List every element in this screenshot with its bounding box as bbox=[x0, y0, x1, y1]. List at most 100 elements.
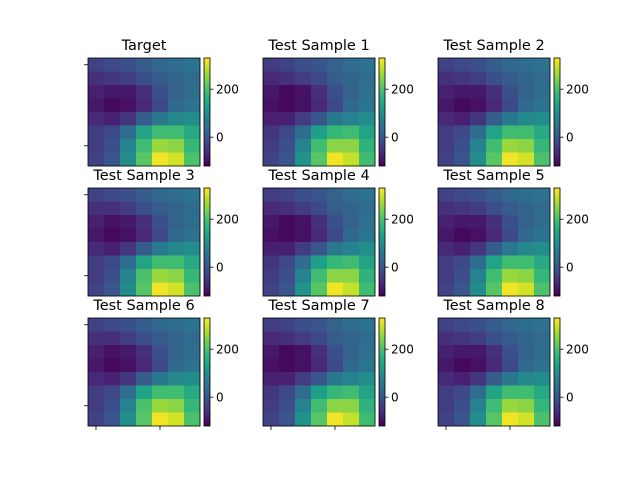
heatmap-cell bbox=[168, 85, 185, 99]
heatmap-cell bbox=[263, 188, 280, 202]
heatmap-cell bbox=[470, 125, 487, 140]
heatmap-cell bbox=[438, 372, 455, 386]
heatmap-cell bbox=[184, 188, 201, 202]
heatmap-cell bbox=[311, 152, 328, 167]
heatmap-cell bbox=[327, 242, 344, 256]
heatmap-cell bbox=[88, 125, 105, 140]
subplot-title: Test Sample 5 bbox=[442, 168, 544, 184]
heatmap-cell bbox=[486, 85, 503, 99]
heatmap-cell bbox=[359, 412, 376, 427]
heatmap-cell bbox=[486, 358, 503, 373]
colorbar-tick-label: 0 bbox=[391, 391, 399, 405]
heatmap-cell bbox=[359, 201, 376, 216]
heatmap-cell bbox=[359, 139, 376, 153]
heatmap-cell bbox=[518, 112, 535, 126]
heatmap-cell bbox=[359, 125, 376, 140]
heatmap-cell bbox=[518, 385, 535, 400]
heatmap-cell bbox=[327, 269, 344, 283]
heatmap-cell bbox=[486, 282, 503, 297]
heatmap-cell bbox=[136, 385, 153, 400]
heatmap-cell bbox=[120, 58, 137, 72]
heatmap-cell bbox=[279, 85, 296, 99]
heatmap-cell bbox=[359, 385, 376, 400]
heatmap-cell bbox=[168, 201, 185, 216]
heatmap-cell bbox=[502, 358, 519, 373]
heatmap-cell bbox=[279, 125, 296, 140]
heatmap-cell bbox=[327, 112, 344, 126]
heatmap-cell bbox=[263, 228, 280, 243]
heatmap-cell bbox=[454, 345, 471, 359]
heatmap-cell bbox=[502, 372, 519, 386]
heatmap-cell bbox=[295, 269, 312, 283]
heatmap-cell bbox=[502, 188, 519, 202]
subplot-title: Test Sample 8 bbox=[442, 298, 544, 314]
heatmap-cell bbox=[263, 71, 280, 86]
heatmap-cell bbox=[534, 282, 551, 297]
heatmap-cell bbox=[327, 98, 344, 113]
heatmap-cell bbox=[438, 385, 455, 400]
heatmap-cell bbox=[327, 85, 344, 99]
heatmap-cell bbox=[534, 112, 551, 126]
heatmap-cell bbox=[152, 139, 169, 153]
heatmap-cell bbox=[311, 242, 328, 256]
heatmap-cell bbox=[152, 112, 169, 126]
heatmap-cell bbox=[327, 372, 344, 386]
heatmap-cell bbox=[279, 399, 296, 413]
heatmap-cell bbox=[104, 228, 121, 243]
heatmap-cell bbox=[88, 385, 105, 400]
heatmap-cell bbox=[263, 139, 280, 153]
heatmap-cell bbox=[343, 255, 360, 270]
heatmap-cell bbox=[438, 125, 455, 140]
heatmap-cell bbox=[168, 125, 185, 140]
heatmap-cell bbox=[454, 412, 471, 427]
heatmap-cell bbox=[311, 385, 328, 400]
heatmap-cell bbox=[327, 152, 344, 167]
heatmap-cell bbox=[518, 255, 535, 270]
heatmap-cell bbox=[88, 331, 105, 346]
heatmap-cell bbox=[168, 255, 185, 270]
heatmap-cell bbox=[359, 215, 376, 229]
heatmap-cell bbox=[184, 215, 201, 229]
subplot-5: Test Sample 4 0 200 bbox=[262, 168, 414, 297]
heatmap-cell bbox=[263, 399, 280, 413]
heatmap-cell bbox=[486, 188, 503, 202]
heatmap-cell bbox=[470, 399, 487, 413]
heatmap-cell bbox=[184, 125, 201, 140]
heatmap-cell bbox=[136, 331, 153, 346]
heatmap-cell bbox=[120, 385, 137, 400]
heatmap-cell bbox=[311, 112, 328, 126]
colorbar-frame bbox=[203, 57, 211, 167]
heatmap-cell bbox=[120, 215, 137, 229]
heatmap-cell bbox=[279, 345, 296, 359]
heatmap-cell bbox=[534, 58, 551, 72]
heatmap-cell bbox=[168, 71, 185, 86]
heatmap-cell bbox=[88, 139, 105, 153]
heatmap-cell bbox=[152, 372, 169, 386]
heatmap-cell bbox=[88, 201, 105, 216]
heatmap-cell bbox=[518, 242, 535, 256]
heatmap-cell bbox=[454, 85, 471, 99]
heatmap-cell bbox=[88, 215, 105, 229]
heatmap-cell bbox=[88, 372, 105, 386]
heatmap-cell bbox=[470, 331, 487, 346]
heatmap-cell bbox=[152, 85, 169, 99]
heatmap-cell bbox=[518, 399, 535, 413]
heatmap-cell bbox=[486, 139, 503, 153]
heatmap-cell bbox=[88, 255, 105, 270]
heatmap-cell bbox=[470, 112, 487, 126]
heatmap-cell bbox=[454, 282, 471, 297]
heatmap-cell bbox=[295, 85, 312, 99]
heatmap-cell bbox=[136, 412, 153, 427]
heatmap-cell bbox=[486, 318, 503, 332]
heatmap-cell bbox=[120, 399, 137, 413]
heatmap-cell bbox=[104, 125, 121, 140]
heatmap-cell bbox=[88, 58, 105, 72]
heatmap-cell bbox=[279, 98, 296, 113]
heatmap-cell bbox=[88, 269, 105, 283]
colorbar-tick-label: 200 bbox=[216, 83, 239, 97]
heatmap-cell bbox=[184, 269, 201, 283]
heatmap-cell bbox=[454, 58, 471, 72]
heatmap-cell bbox=[454, 242, 471, 256]
heatmap-cell bbox=[136, 399, 153, 413]
heatmap-cell bbox=[104, 58, 121, 72]
